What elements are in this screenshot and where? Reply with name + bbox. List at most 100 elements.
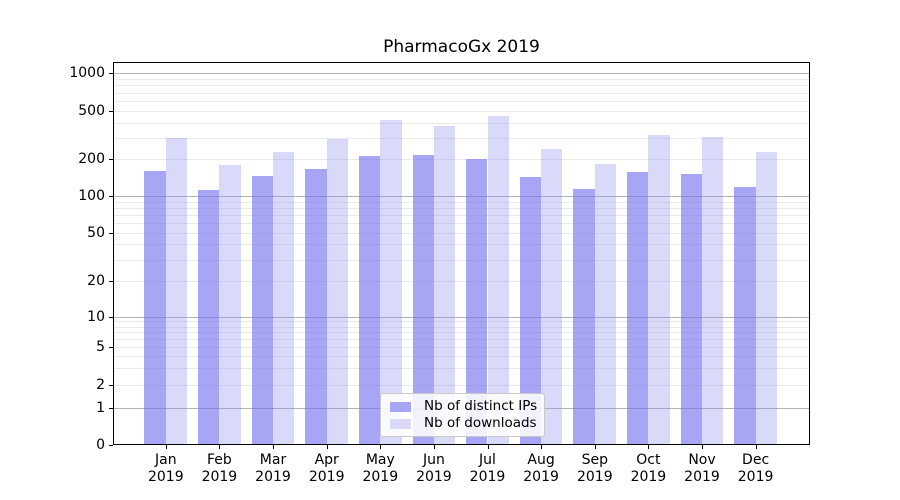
y-tick-mark bbox=[109, 347, 113, 349]
x-tick-label: Jan 2019 bbox=[136, 452, 196, 485]
minor-gridline bbox=[113, 347, 810, 349]
x-tick-label: Nov 2019 bbox=[672, 452, 732, 485]
bar-distinct-ips-nov bbox=[680, 173, 702, 445]
bar-downloads-feb bbox=[219, 165, 241, 445]
legend-label-downloads: Nb of downloads bbox=[424, 415, 537, 431]
legend-entry-downloads: Nb of downloads bbox=[387, 416, 538, 431]
x-tick-label: Aug 2019 bbox=[511, 452, 571, 485]
y-tick-mark bbox=[109, 280, 113, 282]
minor-gridline bbox=[113, 332, 810, 334]
minor-gridline bbox=[113, 92, 810, 94]
minor-gridline bbox=[113, 100, 810, 102]
minor-gridline bbox=[113, 232, 810, 234]
minor-gridline bbox=[113, 368, 810, 370]
y-tick-label: 1000 bbox=[69, 65, 105, 82]
x-tick-month: Oct bbox=[636, 452, 661, 468]
x-tick-year: 2019 bbox=[362, 468, 399, 485]
y-tick-label: 0 bbox=[96, 437, 105, 453]
y-tick-label: 1 bbox=[96, 400, 105, 416]
bar-distinct-ips-dec bbox=[734, 186, 756, 445]
minor-gridline bbox=[113, 137, 810, 139]
x-tick-year: 2019 bbox=[416, 468, 452, 485]
minor-gridline bbox=[113, 122, 810, 124]
y-tick-mark bbox=[109, 232, 113, 234]
x-tick-month: May bbox=[365, 452, 395, 468]
bar-distinct-ips-jun bbox=[412, 154, 434, 445]
y-tick-mark bbox=[109, 445, 113, 446]
bar-distinct-ips-mar bbox=[251, 176, 273, 445]
x-tick-month: Nov bbox=[688, 452, 716, 468]
bar-downloads-may bbox=[380, 120, 402, 445]
x-tick-year: 2019 bbox=[308, 468, 345, 485]
x-tick-label: Sep 2019 bbox=[565, 452, 625, 485]
x-tick-year: 2019 bbox=[469, 468, 506, 485]
minor-gridline bbox=[113, 321, 810, 323]
x-tick-mark bbox=[648, 445, 650, 449]
minor-gridline bbox=[113, 214, 810, 216]
x-tick-mark bbox=[326, 445, 328, 449]
y-tick-label: 500 bbox=[78, 102, 105, 119]
legend: Nb of distinct IPs Nb of downloads bbox=[380, 393, 545, 437]
y-tick-mark bbox=[109, 158, 113, 160]
legend-entry-distinct-ips: Nb of distinct IPs bbox=[387, 399, 538, 414]
bar-downloads-oct bbox=[648, 135, 670, 445]
x-tick-label: Apr 2019 bbox=[297, 452, 357, 485]
plot-border bbox=[113, 62, 810, 445]
bar-downloads-dec bbox=[755, 151, 777, 445]
x-tick-mark bbox=[541, 445, 543, 449]
bar-downloads-jul bbox=[487, 116, 509, 445]
minor-gridline bbox=[113, 259, 810, 261]
bar-distinct-ips-oct bbox=[627, 171, 649, 445]
y-tick-label: 200 bbox=[78, 150, 105, 167]
bar-distinct-ips-jan bbox=[144, 170, 166, 445]
bar-downloads-jun bbox=[433, 126, 456, 445]
y-tick-label: 5 bbox=[96, 339, 105, 356]
x-tick-month: Jan bbox=[155, 452, 177, 468]
x-tick-year: 2019 bbox=[737, 468, 774, 485]
minor-gridline bbox=[113, 244, 810, 246]
y-tick-label: 100 bbox=[78, 188, 105, 204]
x-tick-label: Oct 2019 bbox=[618, 452, 678, 485]
minor-gridline bbox=[113, 356, 810, 358]
minor-gridline bbox=[113, 280, 810, 282]
x-tick-year: 2019 bbox=[147, 468, 184, 485]
x-tick-label: Dec 2019 bbox=[726, 452, 786, 485]
major-gridline bbox=[113, 73, 810, 75]
x-tick-mark bbox=[433, 445, 435, 449]
x-tick-month: Mar bbox=[259, 452, 287, 468]
bar-distinct-ips-aug bbox=[519, 177, 542, 445]
x-tick-mark bbox=[165, 445, 167, 449]
x-tick-month: Jun bbox=[422, 452, 445, 468]
bar-downloads-sep bbox=[594, 163, 617, 445]
major-gridline bbox=[113, 196, 810, 197]
y-tick-label: 2 bbox=[96, 376, 105, 393]
bar-distinct-ips-sep bbox=[573, 189, 595, 445]
bar-distinct-ips-may bbox=[358, 156, 381, 445]
minor-gridline bbox=[113, 201, 810, 203]
x-tick-year: 2019 bbox=[523, 468, 559, 485]
x-tick-month: Sep bbox=[581, 452, 608, 468]
bar-downloads-nov bbox=[702, 137, 724, 445]
bar-distinct-ips-jul bbox=[466, 158, 488, 445]
x-tick-month: Feb bbox=[206, 452, 232, 468]
y-tick-mark bbox=[109, 73, 113, 75]
x-tick-mark bbox=[755, 445, 757, 449]
x-tick-mark bbox=[487, 445, 489, 449]
minor-gridline bbox=[113, 339, 810, 341]
legend-swatch-downloads-icon bbox=[390, 418, 411, 429]
x-tick-month: Jul bbox=[479, 452, 496, 468]
y-tick-mark bbox=[109, 408, 113, 409]
x-tick-mark bbox=[594, 445, 596, 449]
x-tick-year: 2019 bbox=[684, 468, 720, 485]
x-tick-month: Aug bbox=[527, 452, 555, 468]
x-tick-year: 2019 bbox=[255, 468, 291, 485]
bar-downloads-apr bbox=[326, 139, 349, 445]
bar-distinct-ips-apr bbox=[305, 169, 327, 445]
minor-gridline bbox=[113, 207, 810, 209]
x-tick-mark bbox=[219, 445, 221, 449]
x-tick-mark bbox=[702, 445, 703, 449]
minor-gridline bbox=[113, 384, 810, 386]
x-tick-mark bbox=[380, 445, 382, 449]
y-tick-label: 10 bbox=[87, 308, 105, 325]
